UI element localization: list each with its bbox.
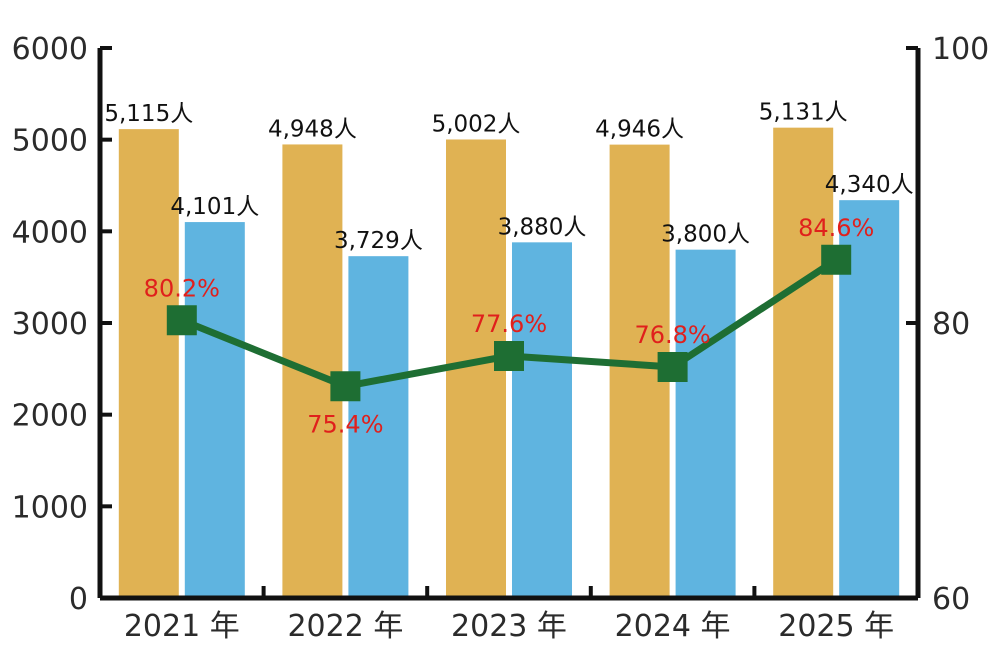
right-tick-label-1: 80 xyxy=(932,307,970,342)
line-label-4: 76.8% xyxy=(634,321,710,349)
left-tick-label-3: 3000 xyxy=(12,307,88,342)
bar-label-series1-1: 5,115人 xyxy=(104,101,193,127)
bar-series2-4 xyxy=(675,249,736,598)
line-marker-5 xyxy=(821,244,852,275)
left-tick-label-4: 4000 xyxy=(12,215,88,250)
line-label-5: 84.6% xyxy=(798,214,874,242)
bar-series2-2 xyxy=(348,256,409,598)
bar-label-series2-3: 3,880人 xyxy=(498,214,587,240)
right-tick-label-0: 60 xyxy=(932,582,970,617)
bar-label-series1-4: 4,946人 xyxy=(595,117,684,143)
bar-series2-3 xyxy=(512,242,572,599)
bar-series1-1 xyxy=(118,129,179,598)
line-label-2: 75.4% xyxy=(307,410,383,438)
line-marker-3 xyxy=(494,341,524,371)
bar-label-series2-4: 3,800人 xyxy=(661,222,750,248)
x-tick-label-3: 2023 年 xyxy=(451,609,567,644)
left-tick-label-5: 5000 xyxy=(12,124,88,159)
axes-layer: 0 1000 2000 3000 4000 5000 6000 60 80 100 2021 年 20… xyxy=(12,32,990,644)
bar-label-series2-1: 4,101人 xyxy=(170,194,259,220)
bar-label-series1-5: 5,131人 xyxy=(759,100,848,126)
bar-series2-1 xyxy=(184,222,245,598)
x-tick-label-4: 2024 年 xyxy=(615,609,731,644)
bar-label-series2-5: 4,340人 xyxy=(825,172,914,198)
x-tick-label-1: 2021 年 xyxy=(124,609,240,644)
bar-label-series1-3: 5,002人 xyxy=(432,111,521,137)
label-layer: 5,115人 4,101人 4,948人 3,729人 5,002人 3,880人 4,94… xyxy=(104,100,913,439)
line-label-1: 80.2% xyxy=(144,274,220,302)
bar-label-series2-2: 3,729人 xyxy=(334,228,423,254)
x-tick-label-2: 2022 年 xyxy=(287,609,403,644)
line-label-3: 77.6% xyxy=(471,310,547,338)
left-tick-label-6: 6000 xyxy=(12,32,88,67)
bar-series1-5 xyxy=(773,127,834,599)
right-tick-label-2: 100 xyxy=(932,32,989,67)
x-tick-label-5: 2025 年 xyxy=(778,609,894,644)
line-layer xyxy=(166,244,852,402)
left-tick-label-2: 2000 xyxy=(12,399,88,434)
left-tick-label-0: 0 xyxy=(69,582,88,617)
left-tick-label-1: 1000 xyxy=(12,490,88,525)
line-marker-2 xyxy=(330,371,361,402)
line-marker-4 xyxy=(657,352,688,382)
bar-label-series1-2: 4,948人 xyxy=(268,116,357,142)
line-marker-1 xyxy=(166,305,197,336)
